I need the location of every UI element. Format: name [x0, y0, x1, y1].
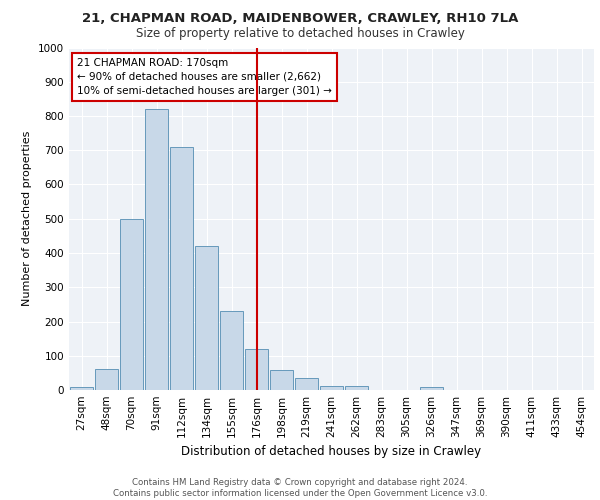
Bar	[195, 246, 218, 390]
Bar	[345, 386, 368, 390]
Text: Size of property relative to detached houses in Crawley: Size of property relative to detached ho…	[136, 28, 464, 40]
Bar	[320, 386, 343, 390]
X-axis label: Distribution of detached houses by size in Crawley: Distribution of detached houses by size …	[181, 446, 482, 458]
Bar	[95, 370, 118, 390]
Text: 21 CHAPMAN ROAD: 170sqm
← 90% of detached houses are smaller (2,662)
10% of semi: 21 CHAPMAN ROAD: 170sqm ← 90% of detache…	[77, 58, 332, 96]
Bar	[420, 388, 443, 390]
Bar	[220, 311, 243, 390]
Bar	[295, 378, 318, 390]
Bar	[270, 370, 293, 390]
Text: 21, CHAPMAN ROAD, MAIDENBOWER, CRAWLEY, RH10 7LA: 21, CHAPMAN ROAD, MAIDENBOWER, CRAWLEY, …	[82, 12, 518, 26]
Text: Contains HM Land Registry data © Crown copyright and database right 2024.
Contai: Contains HM Land Registry data © Crown c…	[113, 478, 487, 498]
Bar	[245, 349, 268, 390]
Y-axis label: Number of detached properties: Number of detached properties	[22, 131, 32, 306]
Bar	[70, 388, 93, 390]
Bar	[145, 109, 168, 390]
Bar	[120, 219, 143, 390]
Bar	[170, 147, 193, 390]
